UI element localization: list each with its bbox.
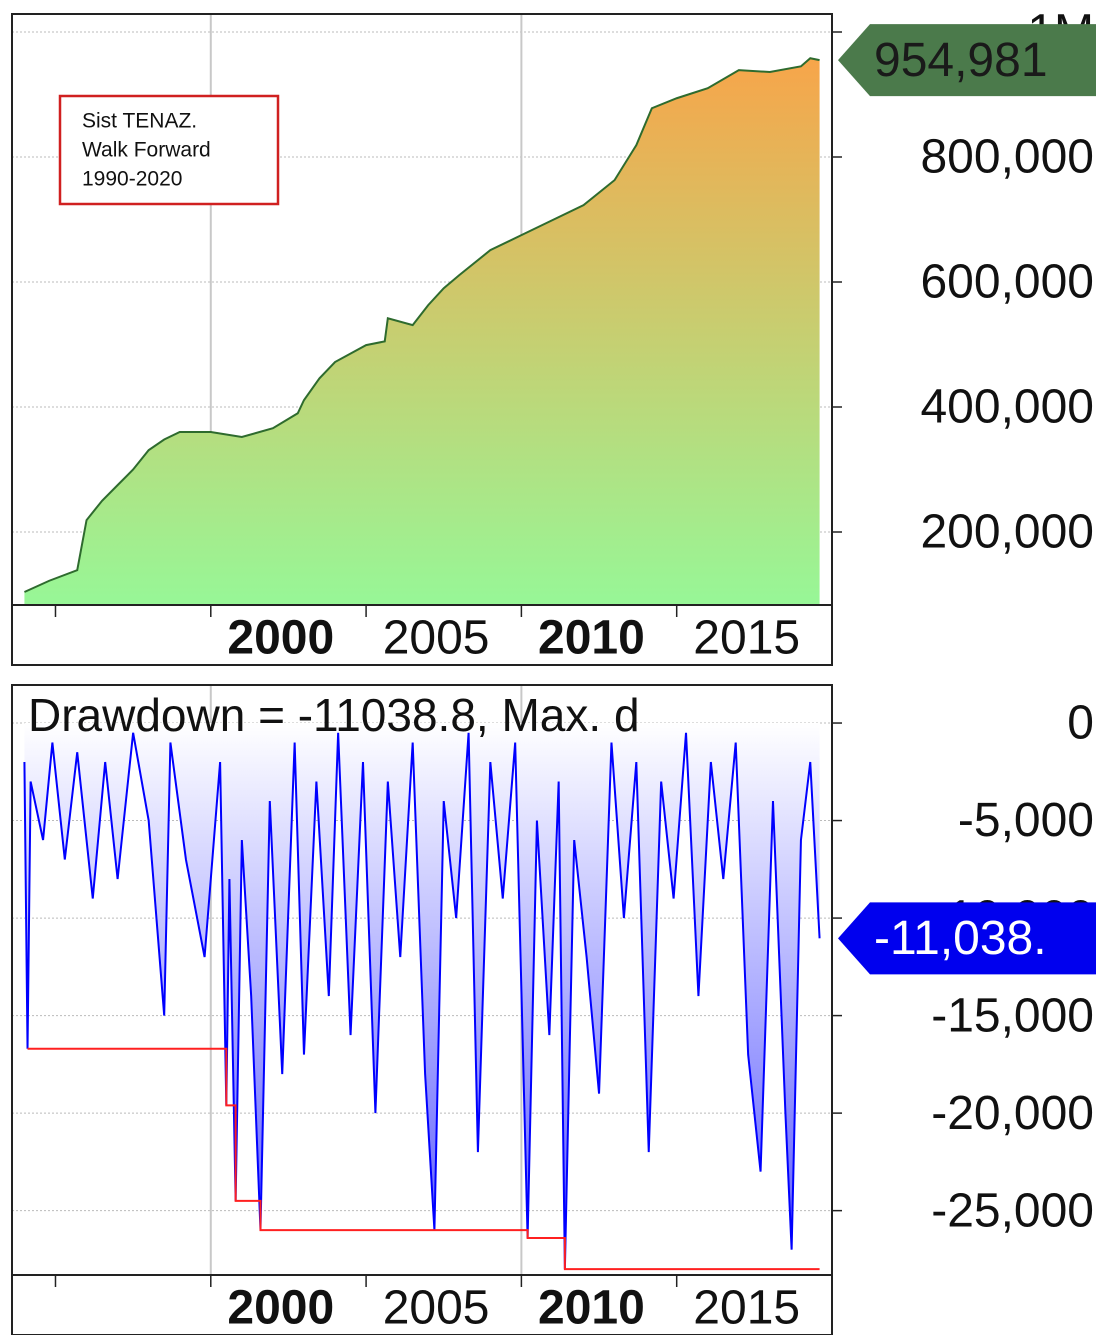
current-value-arrow [838,902,1096,975]
y-tick-label: 0 [1067,697,1094,750]
panel-title: Drawdown = -11038.8, Max. d [28,689,640,741]
x-tick-label: 2010 [538,612,645,665]
y-tick-label: 600,000 [920,256,1094,309]
y-tick-label: 400,000 [920,381,1094,434]
y-tick-label: -20,000 [931,1087,1094,1140]
x-tick-label: 2010 [538,1282,645,1335]
x-tick-label: 2015 [693,1282,800,1335]
annotation-text: Sist TENAZ. [82,110,197,133]
x-tick-label: 2000 [227,612,334,665]
x-tick-label: 2005 [383,612,490,665]
y-tick-label: -15,000 [931,989,1094,1042]
max-drawdown-line [27,1047,820,1271]
line [23,732,821,1270]
current-value-label: -11,038. [874,912,1047,965]
area [24,58,820,605]
area [24,723,820,1270]
plot-area [12,685,832,1275]
panel-frame [11,13,833,666]
panel-frame [11,684,833,1335]
x-tick-label: 2000 [227,1282,334,1335]
y-tick-label: 800,000 [920,131,1094,184]
annotation-text: Walk Forward [82,139,211,162]
y-tick-label: 200,000 [920,506,1094,559]
line [24,57,820,593]
current-value-arrow [838,24,1096,97]
annotation-box [58,94,280,206]
y-tick-label: -5,000 [958,794,1094,847]
x-tick-label: 2005 [383,1282,490,1335]
x-tick-label: 2015 [693,612,800,665]
annotation-text: 1990-2020 [82,168,182,191]
current-value-label: 954,981 [874,34,1048,87]
y-tick-label: -25,000 [931,1184,1094,1237]
